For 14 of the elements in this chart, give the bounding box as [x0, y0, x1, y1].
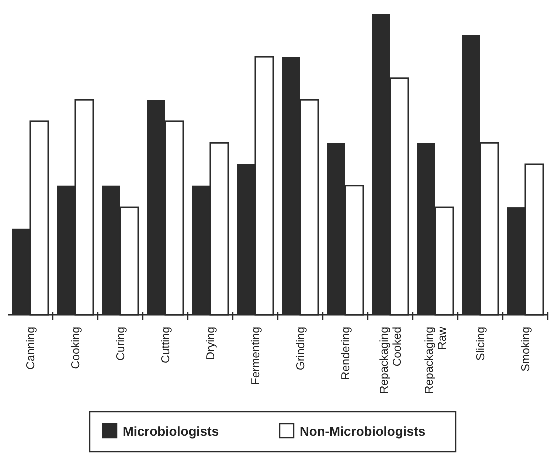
x-tick-label: Drying [206, 327, 218, 360]
x-tick-label: Canning [26, 327, 38, 370]
x-tick-label: Cutting [160, 327, 172, 364]
x-tick-label: Repackaging Cooked [379, 327, 404, 394]
legend-label: Microbiologists [123, 424, 220, 439]
x-tick-label: Grinding [296, 327, 308, 370]
x-tick-label: Smoking [520, 327, 532, 372]
x-tick-label: Rendering [340, 327, 352, 380]
x-tick-label: Fermenting [250, 327, 262, 386]
x-tick-label: Repackaging Raw [424, 326, 449, 394]
x-tick-label: Curing [116, 327, 128, 361]
x-tick-label: Slicing [476, 327, 488, 361]
x-tick-label: Cooking [70, 327, 82, 370]
legend-label: Non-Microbiologists [300, 424, 426, 439]
